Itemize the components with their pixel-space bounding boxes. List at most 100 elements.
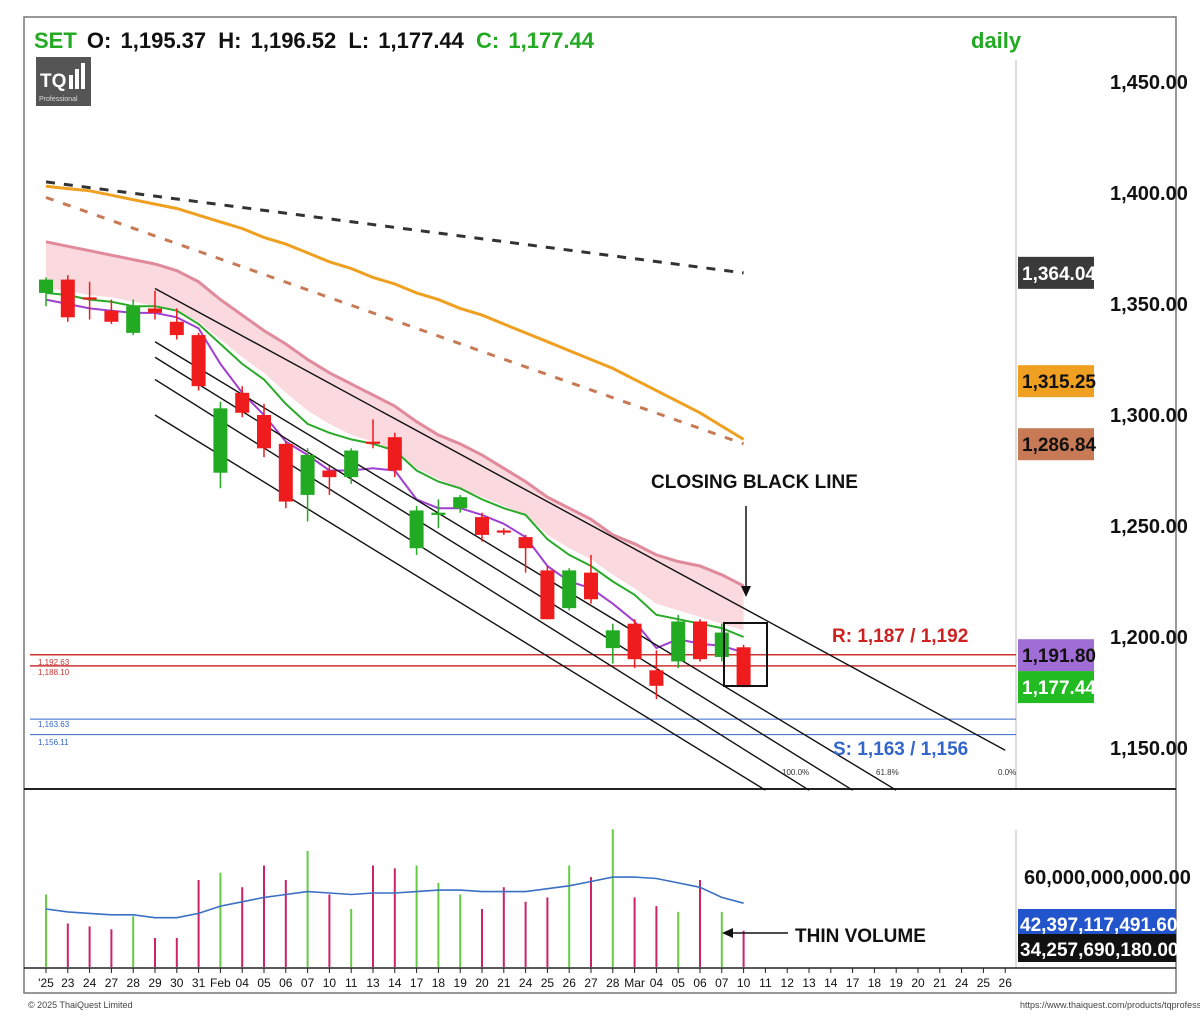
candle-body [714,632,729,657]
candle-body [671,621,686,662]
tq-logo-bar-1 [69,75,73,89]
x-tick-label: 11 [345,976,358,990]
price-tag-bg [1018,428,1094,461]
candle-22 [496,528,511,535]
candle-body [475,517,489,535]
x-tick-label: 18 [432,976,446,990]
volume-tag-label: 34,257,690,180.00 [1020,940,1179,961]
candle-30 [671,614,686,669]
ma-orange [45,184,745,441]
x-tick-label: 04 [650,976,664,990]
candle-33 [736,644,751,688]
x-tick-label: Feb [210,976,231,990]
candle-1 [39,277,53,307]
candle-body [649,670,664,686]
support-annotation: S: 1,163 / 1,156 [833,739,968,760]
candle-3 [82,281,97,320]
candles-layer [39,275,751,700]
footer-copyright: © 2025 ThaiQuest Limited [28,1000,133,1010]
candle-body [562,570,577,609]
candle-body [213,408,228,473]
volume-tick-label: 60,000,000,000.00 [1024,867,1191,889]
price-tick-label: 1,450.00 [1110,72,1188,94]
price-tick-label: 1,200.00 [1110,627,1188,649]
candle-26 [584,554,598,604]
x-tick-label: 23 [61,976,75,990]
x-tick-label: 26 [563,976,577,990]
candle-2 [60,275,75,322]
candle-11 [257,403,271,458]
x-tick-label: 27 [584,976,598,990]
candle-body [104,310,119,322]
x-tick-label: 29 [148,976,162,990]
thin-volume-annotation: THIN VOLUME [795,926,926,947]
candle-body [453,497,468,509]
candle-13 [300,448,315,522]
x-tick-label: 21 [497,976,511,990]
candle-24 [540,565,555,620]
x-tick-label: 14 [824,976,838,990]
candle-5 [126,299,141,336]
candle-4 [104,299,119,324]
open-value: 1,195.37 [121,28,207,53]
price-tag-label: 1,364.04 [1022,264,1096,285]
channel-line-1 [154,287,1006,751]
tq-logo: TQ Professional [36,57,91,106]
price-tick-label: 1,300.00 [1110,405,1188,427]
candle-6 [148,290,162,320]
candle-9 [213,401,228,489]
fib-label-618: 61.8% [876,768,899,777]
x-tick-label: 05 [672,976,686,990]
candle-27 [605,623,620,664]
x-tick-label: 27 [105,976,119,990]
candle-20 [453,494,468,513]
candle-23 [518,534,533,573]
x-tick-label: 13 [366,976,380,990]
x-tick-label: 28 [127,976,141,990]
x-tick-label: 18 [868,976,882,990]
tq-logo-bar-3 [81,63,85,89]
price-tag-label: 1,177.44 [1022,678,1096,699]
candle-body [191,335,206,387]
price-tag-bg [1018,365,1094,398]
candle-body [605,630,620,649]
volume-tag-label: 42,397,117,491.60 [1020,915,1177,936]
candle-body [278,443,293,502]
x-tick-label: 20 [475,976,489,990]
volume-tag-bg [1018,934,1176,962]
x-tick-label: 13 [802,976,816,990]
candle-body [693,621,707,660]
candle-body [60,279,75,318]
x-tick-label: 04 [236,976,250,990]
thin-volume-arrowhead [722,928,733,938]
volume-tag-bg [1018,909,1176,937]
channel-line-3 [154,356,853,791]
candle-body [409,510,424,549]
tq-logo-sub: Professional [39,96,78,103]
candle-body [431,512,446,515]
x-tick-label: 07 [301,976,315,990]
candle-body [257,415,271,449]
price-axis: 1,450.00 1,400.00 1,350.00 1,300.00 1,250.00… [1110,72,1188,760]
x-tick-label: 30 [170,976,184,990]
closing-line-arrowhead [741,586,751,597]
x-tick-label: 21 [933,976,947,990]
x-tick-label: 06 [693,976,707,990]
candle-body [322,470,337,478]
candle-body [82,297,97,300]
candle-18 [409,506,424,555]
x-tick-label: 19 [454,976,468,990]
volume-ma-line [45,876,744,919]
last-candle-highlight-box [723,622,768,687]
level-label-3: 1,163.63 [38,720,70,729]
candle-10 [235,386,250,418]
candle-body [39,279,53,293]
close-label: C: [476,28,499,53]
candle-29 [649,650,664,700]
footer-url: https://www.thaiquest.com/products/tqpro… [1020,1000,1200,1010]
candle-body [344,450,359,478]
candle-body [169,321,184,336]
candle-14 [322,466,337,495]
low-label: L: [348,28,369,53]
